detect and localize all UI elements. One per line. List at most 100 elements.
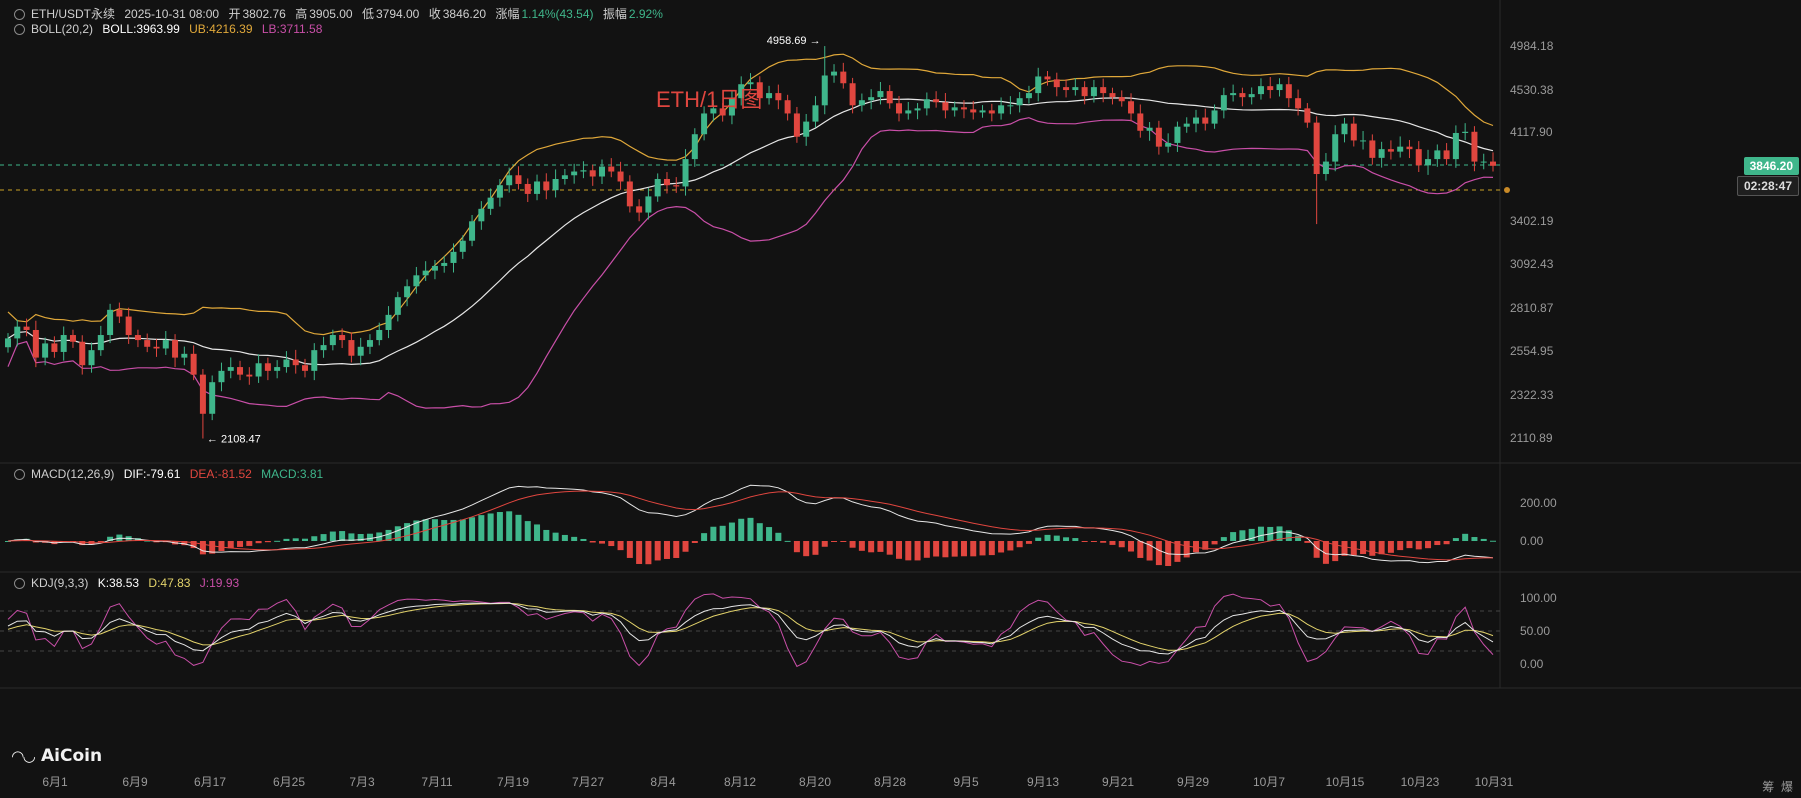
macd-bar: [710, 526, 717, 541]
candle-body: [701, 113, 708, 135]
candle-body: [1341, 123, 1348, 135]
kdj-label[interactable]: KDJ(9,3,3): [31, 576, 89, 590]
kdj-k-value: K:38.53: [97, 576, 140, 590]
amp-label: 振幅: [602, 7, 627, 21]
macd-bar: [933, 541, 940, 557]
macd-bar: [1397, 541, 1404, 551]
macd-pane: [5, 484, 1496, 567]
x-tick: 10月7: [1253, 775, 1285, 789]
macd-bar: [1332, 541, 1339, 562]
x-tick: 8月12: [724, 775, 756, 789]
candle-body: [599, 166, 605, 177]
change-value: 1.14%(43.54): [521, 7, 594, 21]
macd-label[interactable]: MACD(12,26,9): [31, 467, 115, 481]
macd-bar: [431, 519, 438, 541]
price-tick: 2110.89: [1510, 431, 1553, 445]
macd-bar: [1044, 534, 1051, 541]
macd-bar: [23, 538, 30, 541]
candle-body: [784, 100, 791, 114]
kdj-k-line: [7, 602, 1494, 655]
candle-body: [923, 99, 930, 109]
x-tick: 6月25: [273, 775, 305, 789]
macd-bar: [1118, 541, 1125, 548]
candle-body: [1100, 87, 1107, 94]
macd-bar: [1202, 541, 1209, 550]
macd-bar: [246, 541, 253, 546]
candle-body: [116, 309, 123, 317]
candle-body: [673, 185, 680, 187]
candle-body: [580, 170, 587, 172]
candle-body: [515, 175, 522, 184]
boll-label[interactable]: BOLL(20,2): [31, 22, 94, 36]
candle-body: [311, 350, 318, 371]
macd-bar: [1072, 538, 1079, 541]
candle-body: [264, 363, 271, 371]
macd-bar: [199, 541, 206, 555]
x-tick: 9月13: [1027, 775, 1059, 789]
macd-bar: [691, 541, 698, 543]
ohlc-header: ETH/USDT永续 2025-10-31 08:00 开 3802.76 高 39…: [14, 5, 669, 22]
candle-body: [812, 105, 819, 122]
macd-bar: [812, 541, 819, 555]
macd-bar: [1016, 541, 1023, 548]
macd-bar: [970, 541, 977, 557]
macd-bar: [645, 541, 652, 565]
symbol-icon: [14, 9, 25, 20]
candle-body: [571, 171, 578, 176]
candle-body: [441, 262, 448, 266]
macd-bar: [599, 541, 605, 544]
candle-body: [218, 370, 225, 383]
macd-bar: [339, 531, 346, 541]
x-tick: 6月1: [42, 775, 68, 789]
macd-bar: [1471, 537, 1478, 541]
toggle-icon[interactable]: [14, 578, 25, 589]
macd-bar: [1137, 541, 1144, 558]
candle-body: [1025, 93, 1032, 99]
macd-bar: [97, 541, 104, 543]
candle-body: [134, 335, 141, 341]
candle-body: [951, 107, 958, 111]
candle-body: [496, 185, 503, 198]
boll-mid-line: [7, 97, 1494, 366]
candle-body: [60, 335, 67, 352]
macd-bar: [450, 519, 457, 541]
boll-lower-line: [7, 117, 1494, 409]
macd-bar: [803, 541, 810, 557]
candle-body: [886, 91, 893, 104]
macd-bar: [1211, 541, 1218, 545]
macd-bar: [1415, 541, 1422, 550]
macd-bar: [1035, 537, 1042, 541]
candle-body: [1406, 146, 1413, 150]
candle-body: [190, 353, 197, 375]
corner-tools[interactable]: 筹 爆: [1762, 778, 1793, 795]
macd-bar: [5, 541, 11, 542]
macd-bar: [181, 541, 188, 546]
macd-bar: [1025, 541, 1032, 544]
candle-body: [1295, 98, 1302, 109]
candle-body: [877, 91, 884, 98]
macd-bar: [1322, 541, 1329, 564]
candle-body: [125, 316, 132, 336]
macd-bar: [1109, 541, 1116, 545]
chip-tool[interactable]: 筹: [1762, 780, 1775, 794]
macd-bar: [237, 541, 244, 547]
candle-body: [821, 75, 828, 106]
macd-bar: [896, 541, 902, 559]
toggle-icon[interactable]: [14, 24, 25, 35]
candle-body: [858, 100, 865, 106]
candle-body: [1193, 117, 1199, 124]
x-tick: 7月11: [421, 775, 452, 789]
pair-name[interactable]: ETH/USDT永续: [31, 7, 116, 21]
liquidation-tool[interactable]: 爆: [1780, 780, 1793, 794]
candle-body: [1248, 94, 1255, 98]
toggle-icon[interactable]: [14, 469, 25, 480]
candle-body: [561, 175, 568, 179]
macd-bar: [1053, 535, 1060, 541]
kdj-tick: 100.00: [1520, 591, 1557, 605]
macd-bar: [487, 513, 494, 541]
boll-mid-value: BOLL:3963.99: [102, 22, 180, 36]
macd-bar: [1462, 533, 1469, 541]
macd-bar: [107, 536, 114, 541]
x-tick: 10月15: [1326, 775, 1365, 789]
